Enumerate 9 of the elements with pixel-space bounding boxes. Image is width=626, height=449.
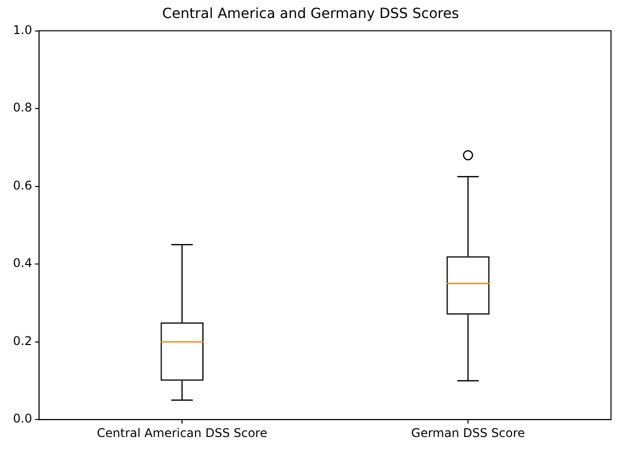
y-tick-label: 0.8 [12, 100, 32, 115]
chart-title: Central America and Germany DSS Scores [162, 6, 459, 22]
y-tick-label: 0.6 [12, 178, 32, 192]
y-tick-label: 1.0 [12, 22, 32, 37]
y-tick-label: 0.2 [12, 334, 32, 348]
x-tick-label: German DSS Score [411, 426, 525, 440]
y-tick-label: 0.0 [12, 412, 32, 426]
y-tick-label: 0.4 [12, 256, 32, 270]
x-tick-label: Central American DSS Score [96, 426, 268, 440]
